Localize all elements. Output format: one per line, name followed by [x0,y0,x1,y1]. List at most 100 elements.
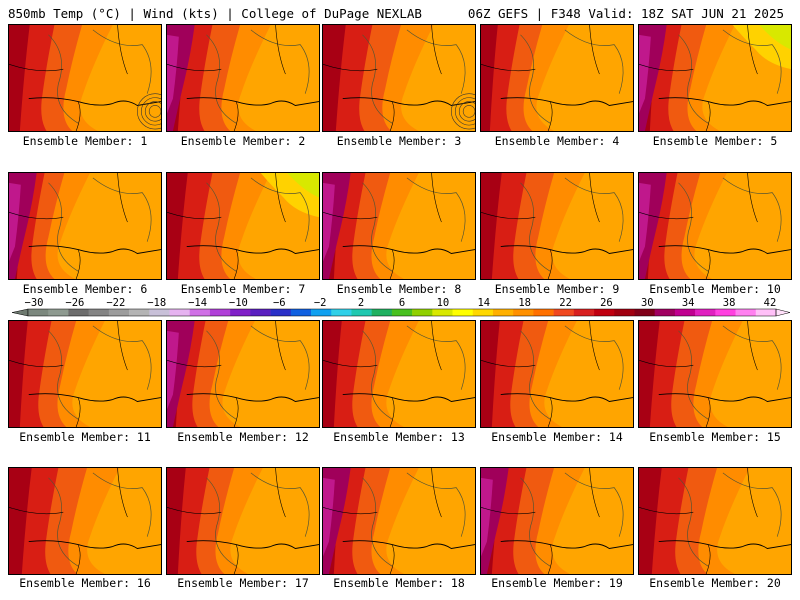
colorbar-min-arrow [11,308,29,317]
ensemble-member-label: Ensemble Member: 20 [649,576,781,590]
colorbar-swatch [88,309,110,316]
colorbar-swatch [634,309,656,316]
colorbar-swatch [391,309,413,316]
ensemble-member-map [480,172,634,280]
ensemble-member-map [8,320,162,428]
ensemble-member-label: Ensemble Member: 12 [177,430,309,444]
colorbar-tick-label: −18 [147,297,166,309]
colorbar-swatch [614,309,635,316]
ensemble-member-map [322,467,476,575]
ensemble-member-map [322,172,476,280]
colorbar-swatch [371,309,393,316]
colorbar-tick-label: 30 [641,297,654,309]
colorbar-swatch [695,309,716,316]
model-valid-time: 06Z GEFS | F348 Valid: 18Z SAT JUN 21 20… [467,6,784,21]
ensemble-member-map [480,320,634,428]
ensemble-member-label: Ensemble Member: 15 [649,430,781,444]
colorbar-tick-label: −26 [65,297,84,309]
ensemble-member-map [166,24,320,132]
colorbar-swatch [209,309,231,316]
ensemble-member-label: Ensemble Member: 5 [652,134,778,148]
ensemble-member-label: Ensemble Member: 13 [333,430,465,444]
ensemble-member-label: Ensemble Member: 11 [19,430,151,444]
ensemble-member-map [8,467,162,575]
colorbar-tick-label: −6 [273,297,286,309]
colorbar-tick-label: 22 [559,297,572,309]
colorbar-tick-label: 6 [399,297,405,309]
colorbar-swatch [513,309,534,316]
colorbar-swatch [594,309,615,316]
ensemble-member-label: Ensemble Member: 14 [491,430,623,444]
ensemble-member-label: Ensemble Member: 10 [649,282,781,296]
colorbar-swatch [48,309,69,316]
ensemble-member-map [8,172,162,280]
ensemble-member-map [638,24,792,132]
colorbar-swatch [472,309,494,316]
colorbar-swatch [533,309,554,316]
ensemble-member-map [480,24,634,132]
ensemble-member-label: Ensemble Member: 16 [19,576,151,590]
colorbar-swatch [290,309,312,316]
ensemble-member-map [166,467,320,575]
ensemble-member-label: Ensemble Member: 1 [22,134,148,148]
colorbar-swatch [735,309,757,316]
colorbar-swatch [28,309,49,316]
colorbar-swatch [452,309,474,316]
colorbar-swatch [230,309,251,316]
ensemble-member-label: Ensemble Member: 4 [494,134,620,148]
colorbar-tick-label: 10 [437,297,450,309]
map-title: 850mb Temp (°C) | Wind (kts) | College o… [8,6,422,21]
colorbar-swatch [189,309,211,316]
colorbar-max-arrow [775,308,791,317]
colorbar-tick-label: 18 [518,297,531,309]
colorbar-swatch [432,309,453,316]
ensemble-member-map [322,320,476,428]
colorbar-swatch [553,309,575,316]
ensemble-member-label: Ensemble Member: 7 [180,282,306,296]
colorbar-tick-label: −30 [25,297,44,309]
colorbar-swatch [311,309,332,316]
colorbar-tick-label: −10 [229,297,248,309]
ensemble-member-label: Ensemble Member: 3 [336,134,462,148]
ensemble-member-map [8,24,162,132]
ensemble-member-label: Ensemble Member: 19 [491,576,623,590]
colorbar-tick-label: −14 [188,297,207,309]
ensemble-member-label: Ensemble Member: 8 [336,282,462,296]
colorbar-swatch [351,309,372,316]
colorbar-tick-label: −22 [106,297,125,309]
ensemble-member-map [480,467,634,575]
ensemble-member-map [638,467,792,575]
colorbar-tick-label: −2 [314,297,327,309]
ensemble-member-map [166,320,320,428]
colorbar-swatch [755,309,777,316]
colorbar-tick-label: 34 [682,297,695,309]
colorbar-tick-label: 38 [723,297,736,309]
colorbar-swatch [573,309,595,316]
colorbar-swatch [412,309,433,316]
ensemble-member-label: Ensemble Member: 17 [177,576,309,590]
ensemble-member-label: Ensemble Member: 6 [22,282,148,296]
ensemble-member-map [638,172,792,280]
colorbar-swatch [674,309,696,316]
temperature-colorbar: −30 −26 −22 −18 −14 −10 −6 −2 2 6 10 14 18 22 26 30 34 38… [11,297,791,317]
colorbar-swatch [654,309,676,316]
colorbar-swatch [250,309,271,316]
ensemble-member-map [166,172,320,280]
colorbar-tick-label: 2 [358,297,364,309]
ensemble-member-map [638,320,792,428]
colorbar-swatch [169,309,191,316]
colorbar-swatch [270,309,292,316]
colorbar-swatch [129,309,150,316]
ensemble-member-map [322,24,476,132]
ensemble-member-label: Ensemble Member: 18 [333,576,465,590]
colorbar-tick-label: 26 [600,297,613,309]
colorbar-swatch [492,309,514,316]
colorbar-swatch [68,309,89,316]
colorbar-tick-label: 42 [764,297,777,309]
colorbar-swatch [108,309,130,316]
colorbar-swatch [715,309,736,316]
colorbar-tick-label: 14 [477,297,490,309]
colorbar-swatch [331,309,352,316]
ensemble-member-label: Ensemble Member: 9 [494,282,620,296]
colorbar-swatch [149,309,170,316]
